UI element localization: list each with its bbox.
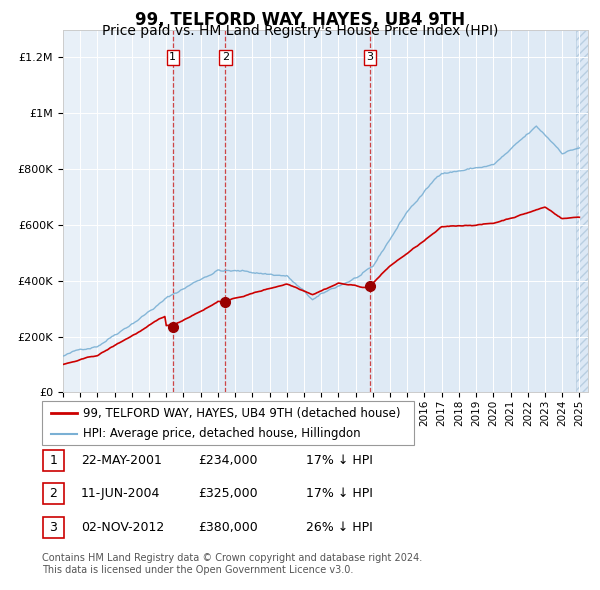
Text: £234,000: £234,000 (198, 454, 257, 467)
Text: 99, TELFORD WAY, HAYES, UB4 9TH (detached house): 99, TELFORD WAY, HAYES, UB4 9TH (detache… (83, 407, 400, 419)
Text: 22-MAY-2001: 22-MAY-2001 (81, 454, 162, 467)
FancyBboxPatch shape (43, 517, 64, 538)
Text: 02-NOV-2012: 02-NOV-2012 (81, 521, 164, 534)
FancyBboxPatch shape (42, 401, 414, 445)
FancyBboxPatch shape (43, 483, 64, 504)
Text: Price paid vs. HM Land Registry's House Price Index (HPI): Price paid vs. HM Land Registry's House … (102, 24, 498, 38)
Text: 26% ↓ HPI: 26% ↓ HPI (306, 521, 373, 534)
Text: 17% ↓ HPI: 17% ↓ HPI (306, 487, 373, 500)
Text: 3: 3 (49, 521, 58, 534)
Text: £325,000: £325,000 (198, 487, 257, 500)
Bar (173, 30, 588, 392)
Text: 17% ↓ HPI: 17% ↓ HPI (306, 454, 373, 467)
Text: Contains HM Land Registry data © Crown copyright and database right 2024.
This d: Contains HM Land Registry data © Crown c… (42, 553, 422, 575)
Text: 99, TELFORD WAY, HAYES, UB4 9TH: 99, TELFORD WAY, HAYES, UB4 9TH (135, 11, 465, 29)
Text: 2: 2 (222, 53, 229, 63)
Text: £380,000: £380,000 (198, 521, 258, 534)
Bar (576, 30, 588, 392)
Text: 11-JUN-2004: 11-JUN-2004 (81, 487, 160, 500)
Text: 1: 1 (49, 454, 58, 467)
Text: 3: 3 (367, 53, 374, 63)
FancyBboxPatch shape (43, 450, 64, 471)
Text: HPI: Average price, detached house, Hillingdon: HPI: Average price, detached house, Hill… (83, 427, 361, 440)
Text: 1: 1 (169, 53, 176, 63)
Text: 2: 2 (49, 487, 58, 500)
